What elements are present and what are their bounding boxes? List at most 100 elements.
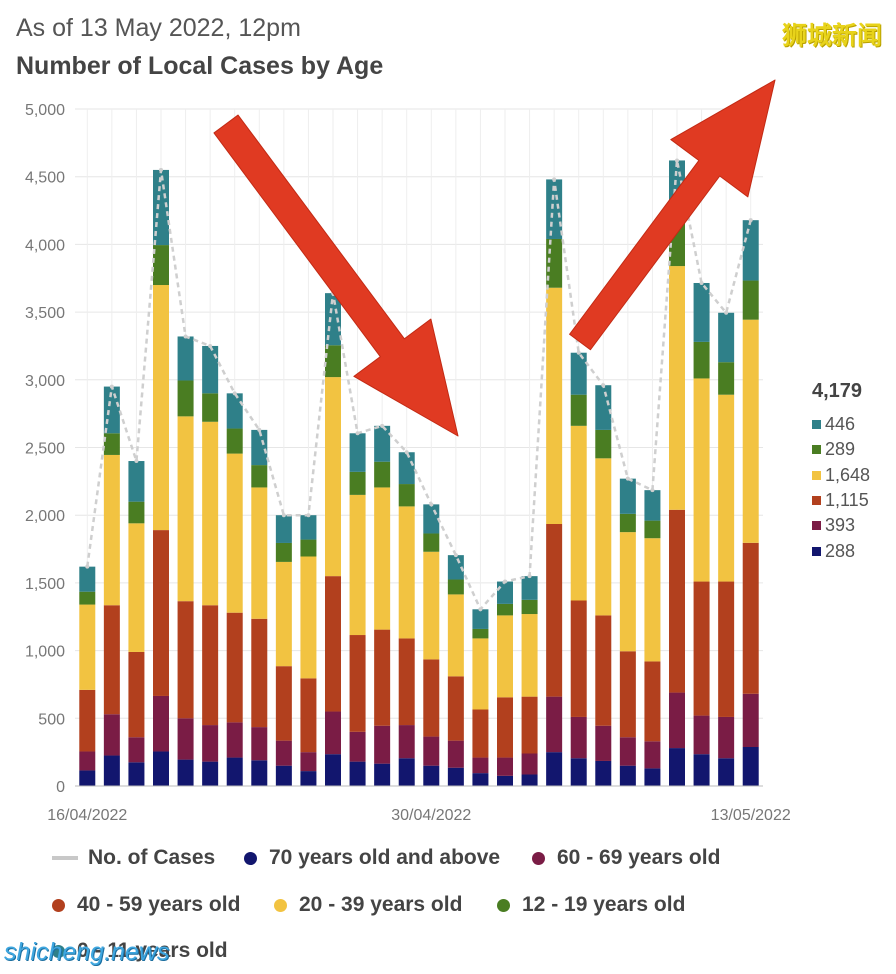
bar-segment <box>202 421 219 606</box>
bar-segment <box>718 716 735 759</box>
legend-label: No. of Cases <box>88 846 216 869</box>
side-item: 1,115 <box>812 488 870 513</box>
side-value: 393 <box>825 515 856 536</box>
bar-segment <box>325 711 341 755</box>
bar-segment <box>595 429 612 459</box>
bar-segment <box>153 285 169 531</box>
total-point <box>453 553 458 558</box>
bar-segment <box>300 539 317 557</box>
bar-segment <box>202 761 219 786</box>
side-value: 288 <box>825 540 856 561</box>
bar-segment <box>570 600 587 717</box>
bar-segment <box>226 428 243 454</box>
bar-segment <box>325 345 341 378</box>
bar-segment <box>398 758 415 786</box>
bar-segment <box>374 425 391 462</box>
total-point <box>380 423 385 428</box>
bar-segment <box>251 618 268 728</box>
bar-segment <box>742 280 759 320</box>
total-point <box>699 280 704 285</box>
bar-segment <box>153 695 169 752</box>
bar-segment <box>693 378 710 582</box>
bar-segment <box>497 757 513 776</box>
bar-segment <box>374 629 391 726</box>
side-item: 289 <box>812 437 870 462</box>
bar-segment <box>275 765 292 786</box>
bar-segment <box>275 666 292 741</box>
bar-segment <box>202 393 219 422</box>
bar-segment <box>79 689 96 752</box>
bar-segment <box>693 341 710 379</box>
x-tick-label: 30/04/2022 <box>391 807 471 824</box>
bar-segment <box>423 504 440 534</box>
bar-segment <box>718 581 735 717</box>
y-tick-label: 2,500 <box>25 441 65 458</box>
total-point <box>478 607 483 612</box>
bar-segment <box>177 601 194 719</box>
trend-arrow-up <box>569 79 776 351</box>
bar-segment <box>374 461 391 488</box>
bar-segment <box>546 752 563 786</box>
legend-dot <box>52 898 65 912</box>
bar-segment <box>325 754 341 786</box>
bar-segment <box>718 394 735 582</box>
side-item: 446 <box>812 412 870 437</box>
legend-item-0-11: 0 - 11 years old <box>52 939 228 963</box>
bar-segment <box>644 661 661 742</box>
legend-dot <box>244 851 257 865</box>
bar-segment <box>226 757 243 786</box>
bar-segment <box>300 556 317 679</box>
bar-segment <box>546 524 563 697</box>
bar-segment <box>349 635 366 732</box>
bar-segment <box>619 478 636 514</box>
legend-line-swatch <box>52 856 78 860</box>
bar-segment <box>128 523 145 652</box>
bar-segment <box>202 605 219 726</box>
bar-segment <box>693 754 710 786</box>
total-point <box>134 459 139 464</box>
legend-item-total: No. of Cases <box>52 846 215 870</box>
legend-item-40-59: 40 - 59 years old <box>52 893 240 917</box>
total-point <box>159 167 163 172</box>
bar-segment <box>374 487 391 630</box>
bar-segment <box>497 615 513 698</box>
bar-segment <box>447 579 464 595</box>
bar-segment <box>325 576 341 712</box>
bar-segment <box>202 725 219 762</box>
bar-segment <box>374 763 391 786</box>
total-point <box>404 450 409 455</box>
total-point <box>748 218 753 223</box>
total-point <box>527 574 532 579</box>
bar-segment <box>423 659 440 737</box>
legend-dot <box>497 898 510 912</box>
bar-segment <box>521 614 538 697</box>
bar-segment <box>570 352 587 395</box>
bar-segment <box>251 727 268 761</box>
bar-segment <box>398 506 415 639</box>
y-tick-label: 5,000 <box>25 102 65 119</box>
watermark-logo: 狮城新闻 <box>781 22 882 50</box>
bar-segment <box>153 245 169 286</box>
total-point <box>724 310 729 315</box>
side-value: 446 <box>825 414 856 435</box>
bar-segment <box>128 461 145 502</box>
total-point <box>257 427 262 432</box>
side-swatch <box>812 521 821 531</box>
bar-segment <box>423 765 440 786</box>
bar-segment <box>718 312 735 363</box>
bar-segment <box>79 591 96 605</box>
total-point <box>85 564 90 569</box>
bar-segment <box>447 676 464 741</box>
chart-legend: No. of Cases 70 years old and above 60 -… <box>0 838 896 974</box>
legend-label: 60 - 69 years old <box>557 846 721 869</box>
bar-segment <box>398 638 415 726</box>
legend-label: 70 years old and above <box>269 846 501 869</box>
bar-segment <box>103 454 120 606</box>
legend-dot <box>532 851 545 865</box>
bar-segment <box>398 725 415 759</box>
bar-segment <box>595 725 612 761</box>
chart-title: Number of Local Cases by Age <box>16 52 384 80</box>
bar-segment <box>300 752 317 772</box>
side-swatch <box>812 420 821 430</box>
x-tick-label: 13/05/2022 <box>711 807 791 824</box>
